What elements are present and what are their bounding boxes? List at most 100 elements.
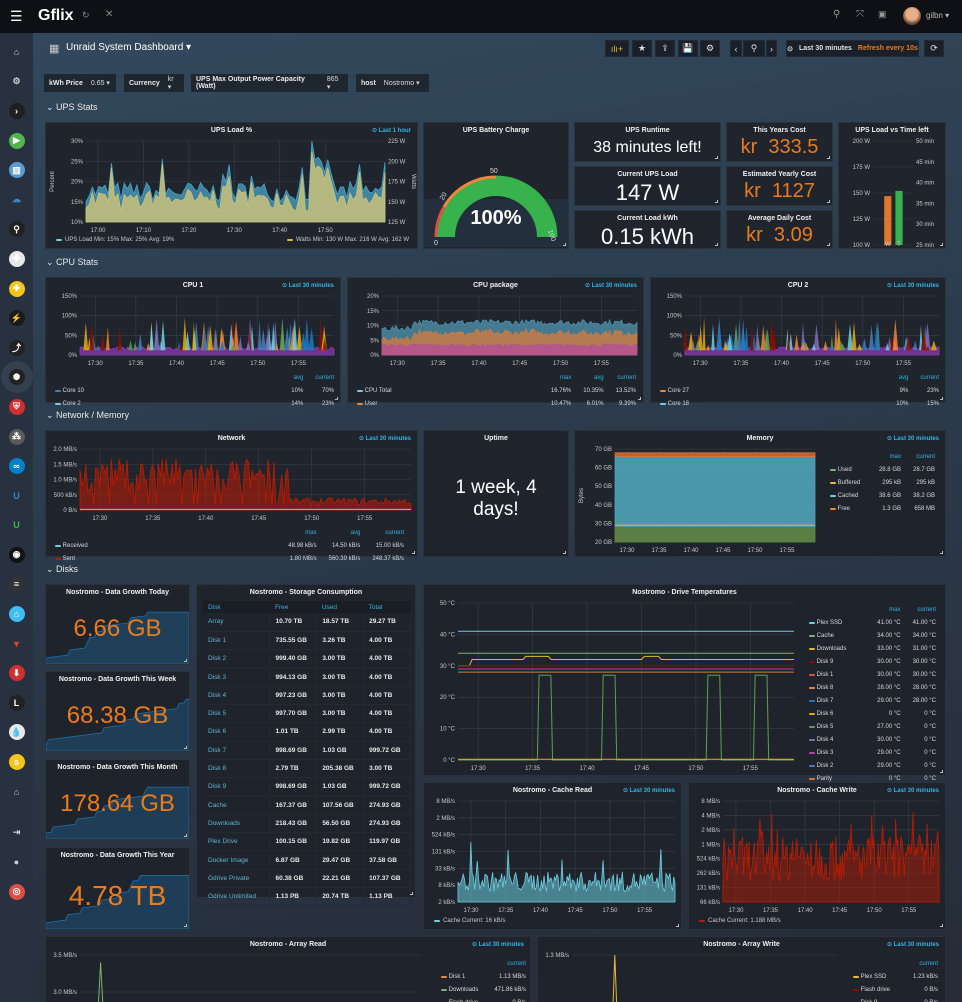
time-back-button[interactable]: ‹: [730, 40, 742, 57]
panel-current-ups-load[interactable]: Current UPS Load 147 W: [574, 166, 721, 206]
fullscreen-icon[interactable]: ⤧: [856, 9, 864, 20]
panel-data-growth[interactable]: Nostromo - Data Growth Today 6.66 GB: [45, 584, 190, 665]
sab-icon[interactable]: s: [8, 754, 25, 771]
time-picker-button[interactable]: ⊙ Last 30 minutes Refresh every 10s: [786, 40, 919, 57]
panel-uptime[interactable]: Uptime 1 week, 4 days!: [423, 430, 569, 557]
panel-cpu1[interactable]: CPU 1 ⊙ Last 30 minutes 0% 50% 100% 150% 17:…: [45, 277, 341, 407]
avatar[interactable]: [903, 7, 921, 25]
cloud-icon[interactable]: ☁: [12, 194, 21, 205]
time-override-link[interactable]: ⊙ Last 30 minutes: [281, 283, 334, 289]
zoom-out-button[interactable]: ⚲: [743, 40, 765, 57]
panel-ups-load-vs-time[interactable]: UPS Load vs Time left 100 W 125 W 150 W 175…: [838, 122, 946, 249]
settings-gear-icon[interactable]: ⚙: [12, 75, 21, 86]
legend-item[interactable]: Core 10 10% 70%: [52, 385, 334, 396]
panel-estimated-yearly-cost[interactable]: Estimated Yearly Cost kr 1127: [726, 166, 833, 206]
panel-data-growth[interactable]: Nostromo - Data Growth This Week 68.38 G…: [45, 671, 190, 752]
legend-item[interactable]: Disk 1 1.13 MB/s: [438, 971, 526, 982]
ombi-search-icon[interactable]: ⚲: [8, 221, 25, 238]
home-assistant-icon[interactable]: ⌂: [8, 606, 25, 623]
row-ups-stats[interactable]: ⌄ UPS Stats: [46, 102, 98, 112]
legend-item[interactable]: Parity 0 °C 0 °C: [806, 773, 936, 784]
user-menu[interactable]: gilbn ▾: [926, 11, 950, 20]
legend-item[interactable]: User 10.47% 6.01% 9.39%: [354, 398, 636, 409]
legend-column-header[interactable]: max: [889, 453, 901, 460]
legend-item[interactable]: Core 18 10% 15%: [657, 398, 939, 409]
panel-ups-runtime[interactable]: UPS Runtime 38 minutes left!: [574, 122, 721, 162]
legend-item[interactable]: Buffered 295 kB 295 kB: [827, 477, 935, 488]
legend-item[interactable]: Received 48.98 kB/s 14.50 kB/s 15.00 kB/s: [52, 540, 404, 551]
panel-cpu2[interactable]: CPU 2 ⊙ Last 30 minutes 0% 50% 100% 150% 17:…: [650, 277, 946, 407]
cluster-icon[interactable]: ⁂: [8, 428, 25, 445]
variable-currency[interactable]: Currency kr ▾: [124, 74, 184, 92]
legend-item[interactable]: Downloads 33.00 °C 31.00 °C: [806, 643, 936, 654]
panel-ups-battery[interactable]: UPS Battery Charge 0 20 50 100 100%: [423, 122, 569, 249]
unifi-green-icon[interactable]: U: [13, 520, 20, 531]
legend-item[interactable]: Free 1.3 GB 658 MB: [827, 503, 935, 514]
legend-item[interactable]: Plex SSD 1.23 kB/s: [850, 971, 938, 982]
legend-item[interactable]: Disk 2 29.00 °C 0 °C: [806, 760, 936, 771]
hamburger-menu-icon[interactable]: ☰: [10, 8, 23, 24]
panel-array-write[interactable]: Nostromo - Array Write ⊙ Last 30 minutes…: [537, 936, 946, 1002]
sabnzbd-bowl-icon[interactable]: ◉: [8, 546, 25, 563]
column-header[interactable]: Disk: [203, 601, 270, 613]
gitlab-icon[interactable]: ▼: [12, 638, 21, 649]
legend-item[interactable]: Disk 3 29.00 °C 0 °C: [806, 747, 936, 758]
time-override-link[interactable]: ⊙ Last 30 minutes: [886, 942, 939, 948]
time-override-link[interactable]: ⊙ Last 30 minutes: [886, 283, 939, 289]
panel-average-daily-cost[interactable]: Average Daily Cost kr 3.09: [726, 210, 833, 249]
dashboard-title-picker[interactable]: Unraid System Dashboard ▾: [66, 42, 192, 53]
legend-item[interactable]: Sent 1.80 MB/s 560.39 kB/s 248.37 kB/s: [52, 553, 404, 564]
time-override-link[interactable]: ⊙ Last 30 minutes: [471, 942, 524, 948]
help-lifebuoy-icon[interactable]: ◎: [8, 883, 25, 900]
legend-item[interactable]: Disk 9 30.00 °C 30.00 °C: [806, 656, 936, 667]
legend-column-header[interactable]: current: [385, 529, 404, 536]
legend-item[interactable]: Disk 7 29.00 °C 28.00 °C: [806, 695, 936, 706]
legend-column-header[interactable]: avg: [293, 374, 304, 381]
switch-toggle-icon[interactable]: ≡: [8, 576, 25, 593]
legend-item[interactable]: Core 2 14% 23%: [52, 398, 334, 409]
column-header[interactable]: Used: [316, 601, 364, 613]
plex-icon[interactable]: ›: [8, 102, 25, 119]
settings-button[interactable]: ⚙: [700, 40, 720, 57]
star-button[interactable]: ★: [632, 40, 652, 57]
legend-column-header[interactable]: current: [919, 960, 938, 967]
panel-memory[interactable]: Memory ⊙ Last 30 minutes 20 GB 30 GB 40 GB…: [574, 430, 946, 557]
panel-array-read[interactable]: Nostromo - Array Read ⊙ Last 30 minutes …: [45, 936, 531, 1002]
legend-watts[interactable]: Watts Min: 130 W Max: 216 W Avg: 162 W: [286, 237, 409, 243]
time-override-link[interactable]: ⊙ Last 30 minutes: [622, 788, 675, 794]
legend-column-header[interactable]: avg: [898, 374, 909, 381]
cache-read-legend[interactable]: Cache Current: 16 kB/s: [434, 918, 505, 924]
row-cpu-stats[interactable]: ⌄ CPU Stats: [46, 257, 99, 267]
legend-item[interactable]: Cached 38.6 GB 38.2 GB: [827, 490, 935, 501]
share-button[interactable]: ⇪: [655, 40, 675, 57]
nextcloud-icon[interactable]: ∞: [8, 458, 25, 475]
legend-item[interactable]: CPU Total 16.76% 10.35% 13.52%: [354, 385, 636, 396]
panel-current-load-kwh[interactable]: Current Load kWh 0.15 kWh: [574, 210, 721, 249]
app-books-icon[interactable]: ▥: [8, 162, 25, 179]
legend-item[interactable]: Plex SSD 41.00 °C 41.00 °C: [806, 617, 936, 628]
time-override-link[interactable]: ⊙ Last 30 minutes: [886, 788, 939, 794]
row-network-memory[interactable]: ⌄ Network / Memory: [46, 410, 130, 420]
panel-this-years-cost[interactable]: This Years Cost kr 333.5: [726, 122, 833, 162]
row-disks[interactable]: ⌄ Disks: [46, 564, 79, 574]
panel-cache-read[interactable]: Nostromo - Cache Read ⊙ Last 30 minutes …: [423, 782, 682, 930]
sign-out-icon[interactable]: ⇥: [12, 826, 21, 837]
column-header[interactable]: Free: [269, 601, 317, 613]
refresh-dashboard-button[interactable]: ⟳: [924, 40, 944, 57]
save-button[interactable]: 💾: [678, 40, 698, 57]
variable-kwh-price[interactable]: kWh Price 0.65 ▾: [44, 74, 116, 92]
legend-item[interactable]: Cache 34.00 °C 34.00 °C: [806, 630, 936, 641]
bitwarden-shield-icon[interactable]: ⛨: [8, 398, 25, 415]
refresh-icon[interactable]: ↻: [82, 10, 90, 20]
variable-ups-capacity[interactable]: UPS Max Output Power Capacity (Watt) 865 …: [191, 74, 348, 92]
cache-write-legend[interactable]: Cache Current: 1.188 MB/s: [699, 918, 781, 924]
legend-column-header[interactable]: current: [920, 374, 939, 381]
legend-column-header[interactable]: current: [917, 606, 936, 613]
library-icon[interactable]: ⌂: [13, 786, 20, 797]
tautulli-icon[interactable]: ⤴: [8, 339, 25, 356]
legend-column-header[interactable]: current: [315, 374, 334, 381]
time-override-link[interactable]: ⊙ Last 1 hour: [371, 128, 411, 134]
legend-item[interactable]: Used 28.8 GB 28.7 GB: [827, 464, 935, 475]
legend-ups-load[interactable]: UPS Load Min: 15% Max: 25% Avg: 19%: [56, 237, 174, 243]
